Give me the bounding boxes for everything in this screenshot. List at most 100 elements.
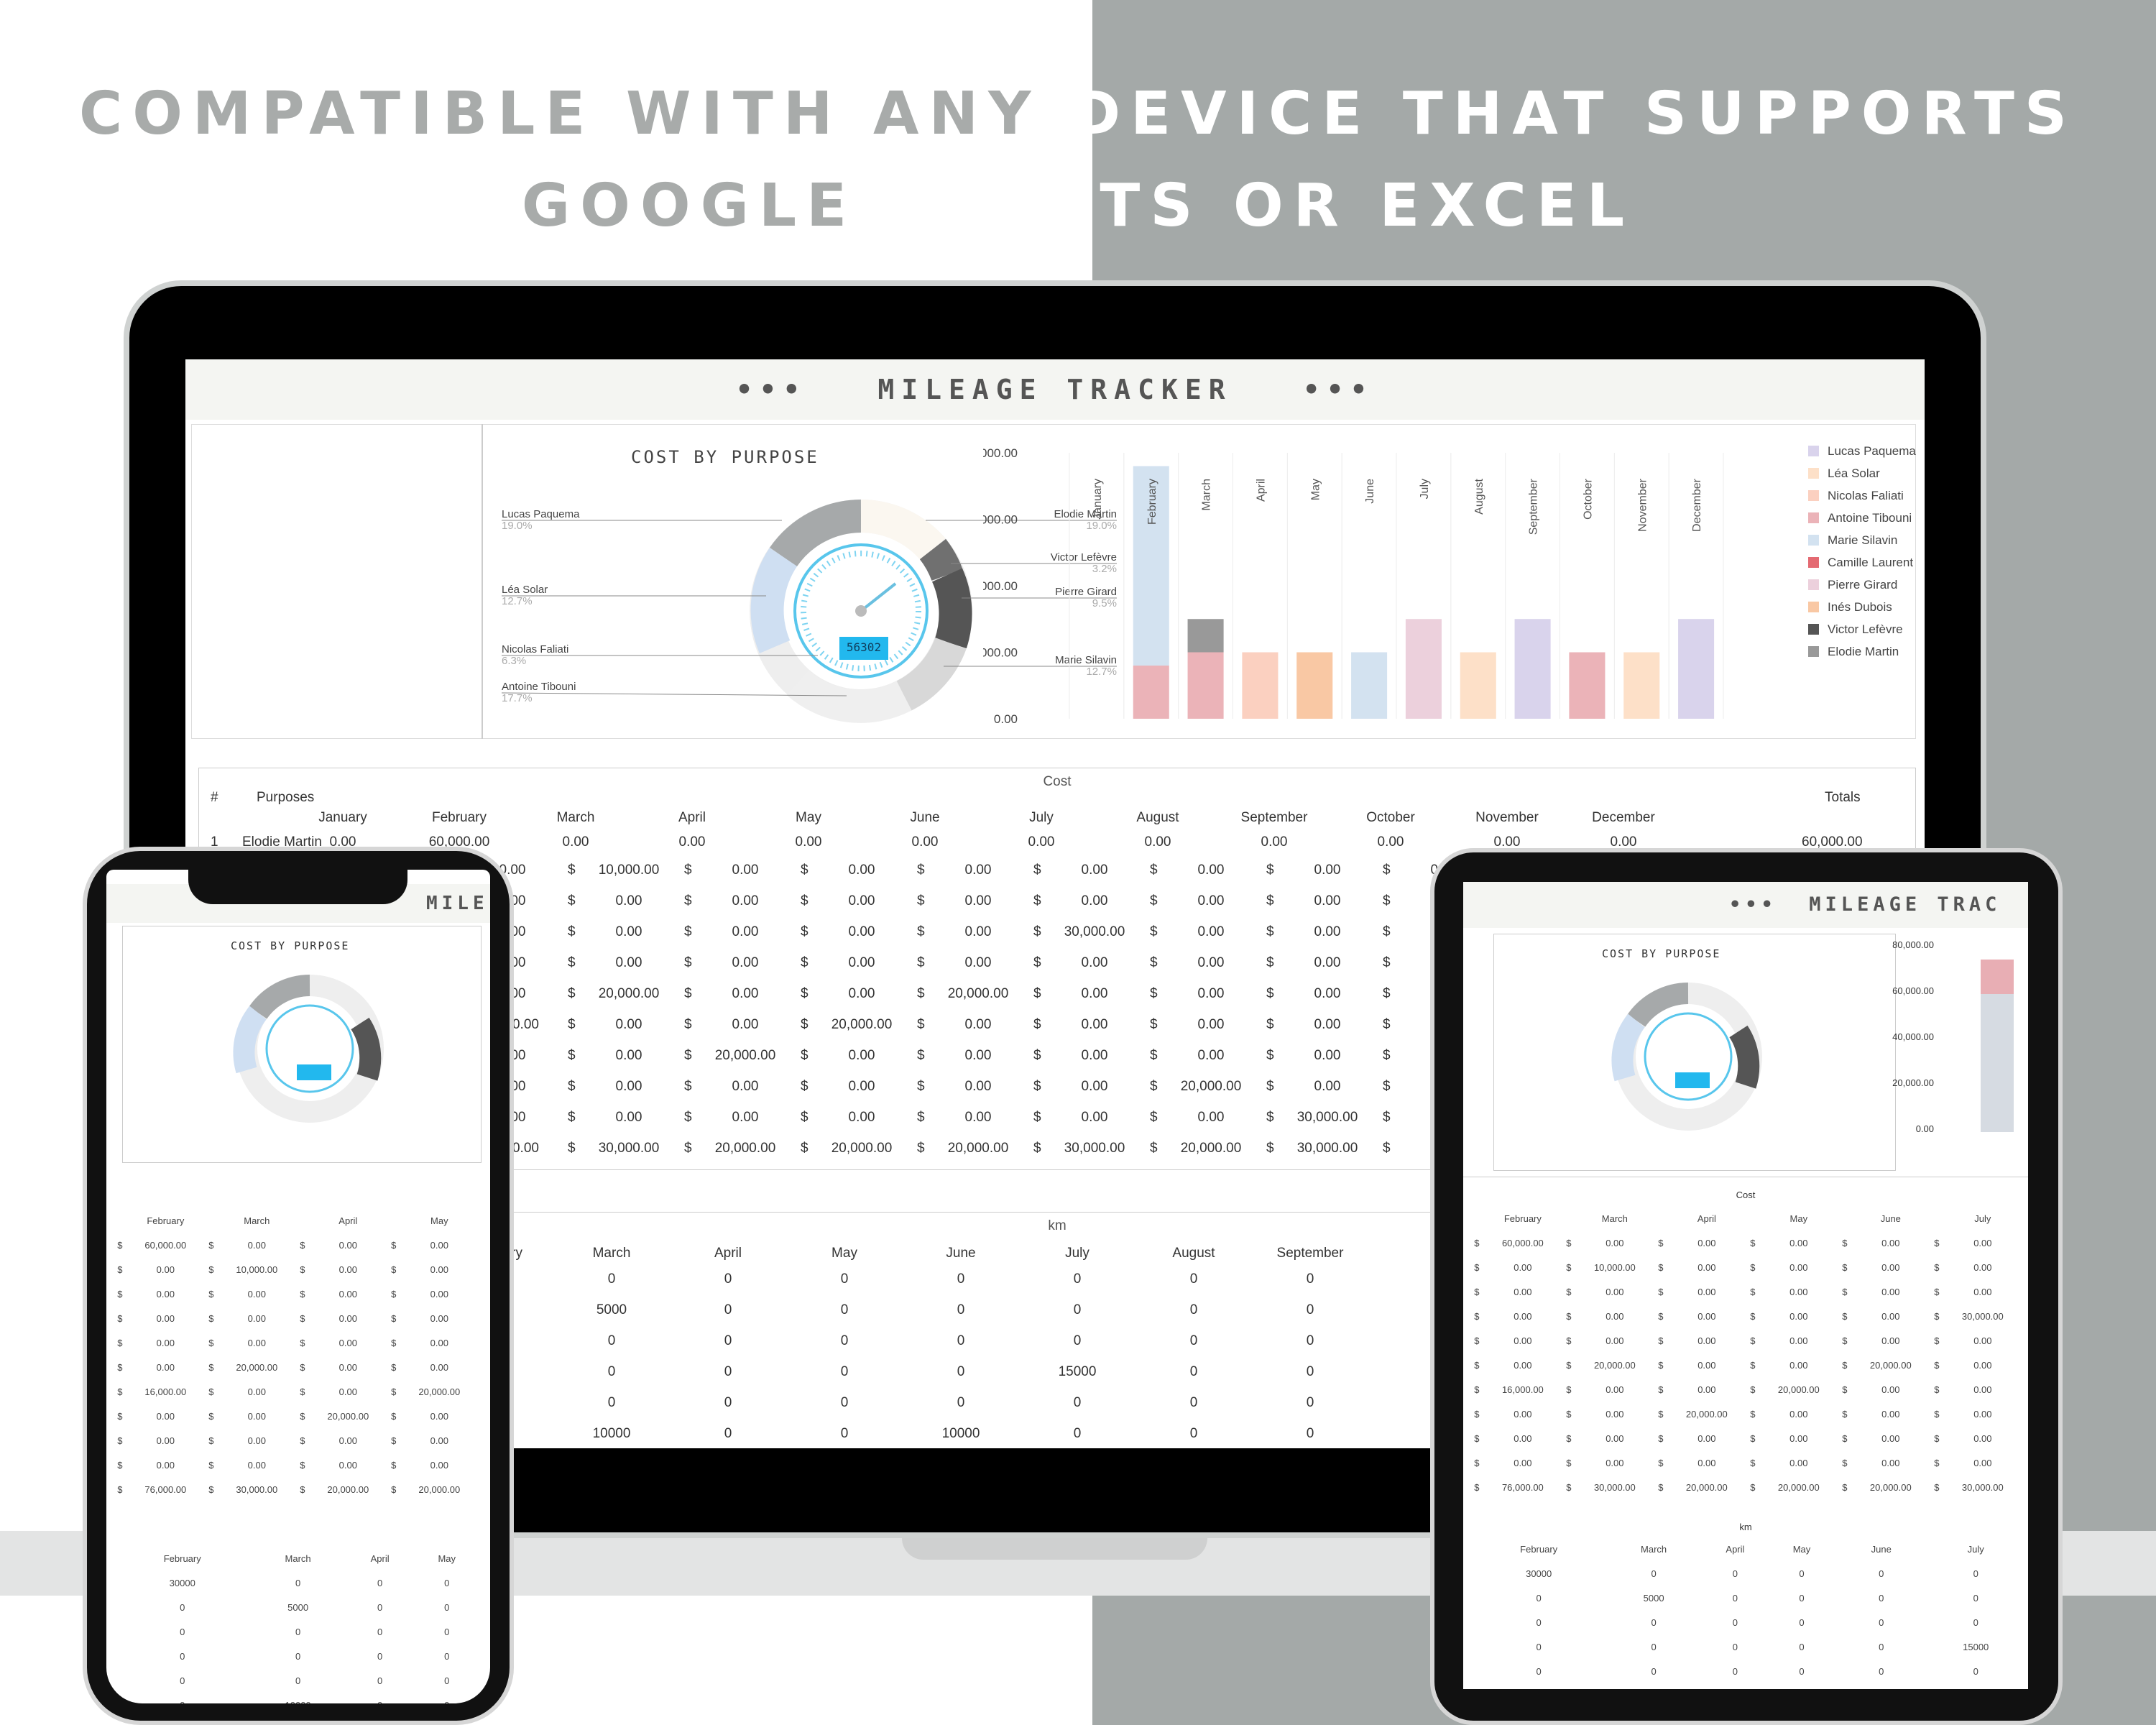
km-cell[interactable]: 0 [1073,1271,1082,1287]
km-cell[interactable]: 0 [957,1302,965,1317]
value-cell[interactable]: 0.00 [430,1239,448,1251]
legend-item[interactable]: Pierre Girard [1808,574,1916,596]
cost-cell[interactable]: 0.00 [615,1048,642,1063]
bar-segment[interactable] [1514,619,1551,719]
bar-segment[interactable] [1133,666,1169,719]
cost-cell[interactable]: 0.00 [678,834,706,850]
value-cell[interactable]: 0 [1732,1665,1738,1677]
value-cell[interactable]: 30,000.00 [1961,1310,2004,1322]
value-cell[interactable]: 0.00 [1789,1286,1808,1297]
value-cell[interactable]: 0.00 [156,1361,175,1373]
cost-cell[interactable]: 0.00 [1314,986,1341,1001]
value-cell[interactable]: 0 [444,1626,450,1637]
km-cell[interactable]: 5000 [596,1302,627,1317]
cost-cell[interactable]: 0.00 [732,862,759,878]
value-cell[interactable]: 0.00 [1697,1310,1716,1322]
value-cell[interactable]: 0.00 [1697,1261,1716,1273]
value-cell[interactable]: 0.00 [156,1435,175,1446]
cost-cell[interactable]: 20,000.00 [714,1141,776,1156]
legend-item[interactable]: Lucas Paquema [1808,440,1916,462]
km-cell[interactable]: 0 [1306,1426,1314,1441]
value-cell[interactable]: 0 [1973,1592,1978,1604]
km-cell[interactable]: 0 [1189,1271,1198,1287]
value-cell[interactable]: 0 [1536,1616,1542,1628]
value-cell[interactable]: 0 [444,1675,450,1686]
value-cell[interactable]: 30,000.00 [236,1484,278,1495]
legend-item[interactable]: Léa Solar [1808,462,1916,484]
value-cell[interactable]: 10000 [251,1693,344,1704]
value-cell[interactable]: 16,000.00 [144,1386,187,1397]
value-cell[interactable]: 0.00 [1606,1408,1624,1420]
bar-segment[interactable] [1296,652,1333,719]
km-cell[interactable]: 0 [1189,1364,1198,1379]
cost-cell[interactable]: 0.00 [1197,924,1225,939]
value-cell[interactable]: 0.00 [430,1361,448,1373]
value-cell[interactable]: 0.00 [247,1410,266,1422]
cost-cell[interactable]: 0.00 [1314,893,1341,908]
value-cell[interactable]: 0.00 [430,1312,448,1324]
value-cell[interactable]: 0.00 [1973,1408,1992,1420]
value-cell[interactable]: 0 [1799,1665,1805,1677]
km-cell[interactable]: 0 [607,1333,616,1348]
value-cell[interactable]: 0 [295,1650,301,1662]
value-cell[interactable]: 0.00 [1789,1432,1808,1444]
km-cell[interactable]: 0 [724,1333,732,1348]
cost-cell[interactable]: 20,000.00 [831,1141,893,1156]
cost-cell[interactable]: 0.00 [1314,1079,1341,1094]
value-cell[interactable]: 0.00 [247,1288,266,1300]
value-cell[interactable]: 0 [1929,1684,2022,1689]
legend-item[interactable]: Elodie Martin [1808,640,1916,663]
value-cell[interactable]: 20,000.00 [1777,1481,1820,1493]
value-cell[interactable]: 0.00 [1697,1457,1716,1468]
value-cell[interactable]: 10000 [1835,1684,1927,1689]
cost-cell[interactable]: 0.00 [1314,924,1341,939]
cost-cell[interactable]: 0.00 [1261,834,1288,850]
value-cell[interactable]: 0.00 [1789,1408,1808,1420]
value-cell[interactable]: 0 [1973,1568,1978,1579]
value-cell[interactable]: 0 [1879,1641,1884,1652]
value-cell[interactable]: 0.00 [430,1288,448,1300]
cost-cell[interactable]: 0.00 [848,955,875,970]
segment-victor-lefevre[interactable] [919,538,963,581]
value-cell[interactable]: 0 [1651,1641,1657,1652]
km-cell[interactable]: 0 [607,1364,616,1379]
value-cell[interactable]: 0 [346,1693,414,1704]
value-cell[interactable]: 0.00 [1514,1359,1532,1371]
value-cell[interactable]: 0 [180,1675,185,1686]
value-cell[interactable]: 0.00 [1881,1237,1900,1248]
bar-segment[interactable] [1187,619,1224,653]
value-cell[interactable]: 0.00 [338,1435,357,1446]
value-cell[interactable]: 0.00 [430,1337,448,1348]
value-cell[interactable]: 0 [1799,1616,1805,1628]
odometer-start-value[interactable]: 125,000 [200,635,459,669]
km-cell[interactable]: 0 [1189,1426,1198,1441]
segment-lucas-paquema[interactable] [770,500,862,567]
legend-item[interactable]: Inés Dubois [1808,596,1916,618]
value-cell[interactable]: 0 [1732,1641,1738,1652]
cost-cell[interactable]: 0.00 [848,862,875,878]
value-cell[interactable]: 0.00 [247,1312,266,1324]
value-cell[interactable]: 0 [1799,1592,1805,1604]
value-cell[interactable]: 0 [1536,1665,1542,1677]
value-cell[interactable]: 0 [1651,1616,1657,1628]
value-cell[interactable]: 0.00 [338,1239,357,1251]
bar-segment[interactable] [1569,652,1606,719]
cost-cell[interactable]: 0.00 [1081,1048,1108,1063]
value-cell[interactable]: 0.00 [156,1288,175,1300]
value-cell[interactable]: 20,000.00 [1685,1481,1728,1493]
value-cell[interactable]: 0.00 [247,1459,266,1471]
value-cell[interactable]: 0 [377,1577,383,1588]
bar-segment[interactable] [1623,652,1660,719]
cost-cell[interactable]: 0.00 [848,1110,875,1125]
legend-item[interactable]: Camille Laurent [1808,551,1916,574]
legend-item[interactable]: Marie Silavin [1808,529,1916,551]
value-cell[interactable]: 0 [180,1626,185,1637]
value-cell[interactable]: 0 [444,1650,450,1662]
value-cell[interactable]: 0.00 [1697,1384,1716,1395]
cost-cell[interactable]: 20,000.00 [1180,1079,1242,1094]
cost-cell[interactable]: 0.00 [964,1110,992,1125]
value-cell[interactable]: 0 [1879,1568,1884,1579]
value-cell[interactable]: 0.00 [338,1288,357,1300]
value-cell[interactable]: 0.00 [1881,1432,1900,1444]
cost-cell[interactable]: 0.00 [1081,955,1108,970]
